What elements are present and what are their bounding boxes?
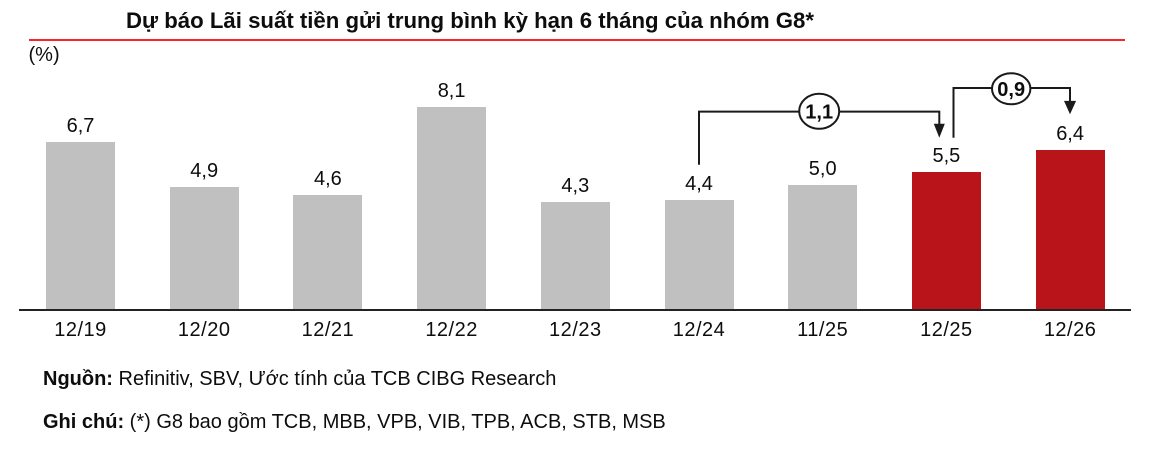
svg-text:1,1: 1,1 [805, 102, 833, 124]
svg-text:0,9: 0,9 [997, 79, 1025, 101]
